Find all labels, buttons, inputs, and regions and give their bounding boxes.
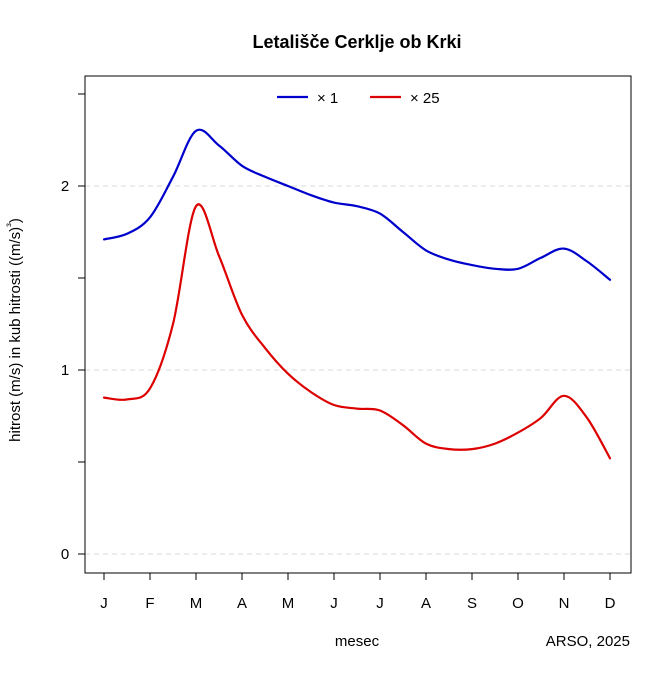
credit-text: ARSO, 2025 <box>546 633 630 650</box>
y-axis-label-end: ) <box>7 218 24 223</box>
y-axis-label: hitrost (m/s) in kub hitrosti ((m/s)³) <box>5 218 24 442</box>
legend-label-series-1: × 1 <box>317 90 338 107</box>
y-tick-label-2: 2 <box>61 178 69 195</box>
x-tick-label-9: O <box>512 595 524 612</box>
series-line-2 <box>102 203 612 460</box>
y-axis-label-main: hitrost (m/s) in kub hitrosti ((m/s) <box>7 227 24 442</box>
y-tick-label-0: 0 <box>61 546 69 563</box>
x-tick-label-8: S <box>467 595 477 612</box>
legend: × 1 × 25 <box>277 90 440 107</box>
x-tick-label-1: F <box>145 595 154 612</box>
x-axis-label: mesec <box>335 633 380 650</box>
chart-title: Letališče Cerklje ob Krki <box>252 32 461 52</box>
x-tick-label-6: J <box>376 595 384 612</box>
x-tick-label-0: J <box>100 595 108 612</box>
x-tick-label-10: N <box>559 595 570 612</box>
x-tick-label-11: D <box>605 595 616 612</box>
series-line-1 <box>102 128 612 281</box>
y-axis-label-superscript: ³ <box>5 223 17 227</box>
x-tick-label-3: A <box>237 595 247 612</box>
x-tick-label-7: A <box>421 595 431 612</box>
legend-label-series-2: × 25 <box>410 90 440 107</box>
axes: J F M A M J J A S O N D 0 1 2 <box>61 93 616 612</box>
plot-frame <box>84 75 632 574</box>
y-tick-label-1: 1 <box>61 362 69 379</box>
grid-lines <box>85 185 631 555</box>
x-tick-label-5: J <box>330 595 338 612</box>
x-tick-label-4: M <box>282 595 295 612</box>
series-layer <box>102 128 612 460</box>
x-tick-label-2: M <box>190 595 203 612</box>
